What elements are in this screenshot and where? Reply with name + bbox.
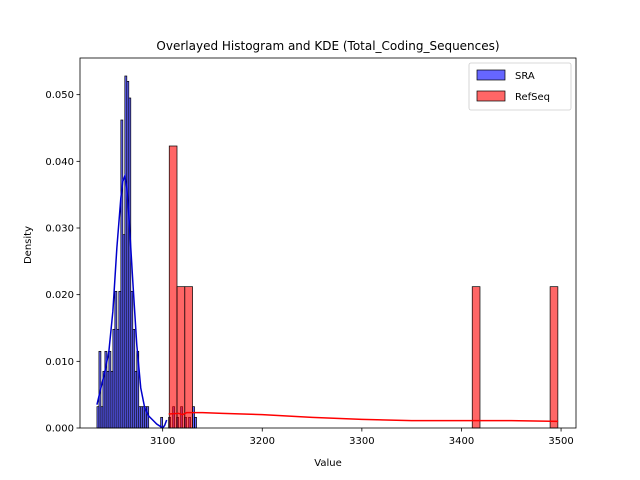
x-tick-label: 3300 bbox=[349, 436, 374, 447]
x-tick-label: 3400 bbox=[449, 436, 474, 447]
refseq-bar bbox=[549, 286, 559, 429]
sra-kde-line bbox=[96, 173, 168, 430]
chart-title: Overlayed Histogram and KDE (Total_Codin… bbox=[156, 39, 499, 53]
y-axis-label: Density bbox=[23, 226, 34, 264]
x-tick-label: 3200 bbox=[250, 436, 275, 447]
legend-swatch-refseq bbox=[476, 90, 506, 102]
axes-frame bbox=[79, 57, 577, 429]
y-tick-label: 0.050 bbox=[45, 90, 74, 101]
refseq-kde-line bbox=[168, 411, 559, 423]
refseq-bar bbox=[471, 286, 481, 429]
y-tick-label: 0.010 bbox=[45, 357, 74, 368]
legend-label-sra: SRA bbox=[515, 71, 535, 82]
legend-label-refseq: RefSeq bbox=[515, 92, 550, 103]
axes: 3100 3200 3300 3400 3500 0.000 0.010 0.020 0.030… bbox=[45, 57, 577, 447]
legend-swatch-sra bbox=[476, 69, 506, 81]
y-tick-label: 0.020 bbox=[45, 290, 74, 301]
sra-bar bbox=[146, 406, 150, 429]
refseq-bar bbox=[184, 286, 193, 429]
refseq-bar bbox=[176, 286, 186, 429]
y-tick-label: 0.040 bbox=[45, 157, 74, 168]
x-axis-label: Value bbox=[314, 458, 341, 469]
refseq-bar bbox=[168, 145, 178, 429]
y-tick-label: 0.000 bbox=[45, 424, 74, 435]
x-tick-label: 3100 bbox=[150, 436, 175, 447]
sra-bar bbox=[194, 416, 197, 429]
legend: SRA RefSeq bbox=[468, 62, 572, 111]
x-tick-label: 3500 bbox=[548, 436, 573, 447]
y-tick-label: 0.030 bbox=[45, 224, 74, 235]
